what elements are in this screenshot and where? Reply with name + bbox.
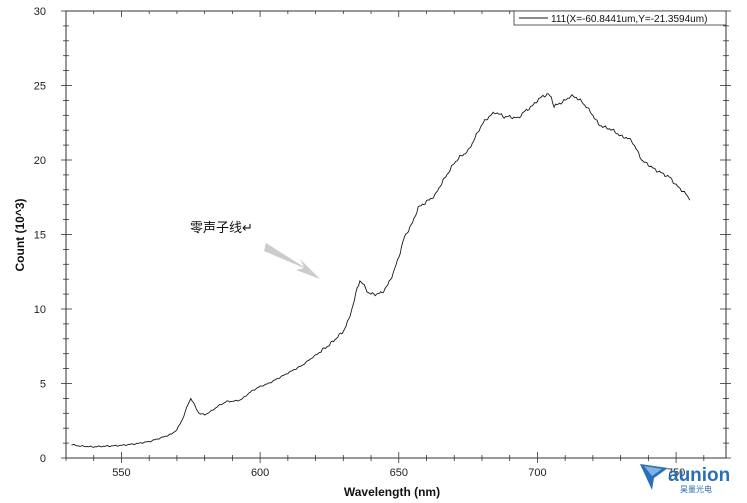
- y-tick-label: 10: [34, 304, 46, 316]
- x-tick-label: 550: [112, 467, 130, 479]
- tick-labels: 550 600 650 700 750 0 5 10 15 20 25 30: [34, 6, 686, 479]
- annotation-text: 零声子线↵: [190, 221, 253, 236]
- y-tick-label: 5: [40, 379, 46, 391]
- series-line: [71, 93, 691, 448]
- y-tick-label: 20: [34, 155, 46, 167]
- y-axis-title: Count (10^3): [13, 198, 27, 271]
- y-tick-label: 30: [34, 6, 46, 18]
- logo-subtitle: 昊量光电: [680, 484, 712, 494]
- y-tick-label: 15: [34, 230, 46, 242]
- legend-box: [513, 10, 727, 26]
- annotation-arrow: [264, 243, 320, 279]
- x-tick-label: 650: [390, 467, 408, 479]
- x-tick-label: 600: [251, 467, 269, 479]
- plot-area-frame: [65, 10, 727, 459]
- legend: 111(X=-60.8441um,Y=-21.3594um): [513, 10, 727, 26]
- x-axis-title: Wavelength (nm): [344, 485, 440, 499]
- legend-label: 111(X=-60.8441um,Y=-21.3594um): [551, 14, 707, 25]
- x-tick-label: 700: [528, 467, 546, 479]
- y-tick-label: 0: [40, 453, 46, 465]
- logo-brand: aunion: [668, 465, 730, 486]
- company-logo: aunion 昊量光电: [640, 464, 730, 494]
- logo-arrow-highlight: [644, 466, 662, 476]
- axis-ticks: [61, 10, 731, 463]
- logo-arrow-icon: [640, 464, 668, 490]
- y-tick-label: 25: [34, 81, 46, 93]
- x-tick-label: 750: [667, 467, 685, 479]
- annotation: 零声子线↵: [190, 221, 320, 279]
